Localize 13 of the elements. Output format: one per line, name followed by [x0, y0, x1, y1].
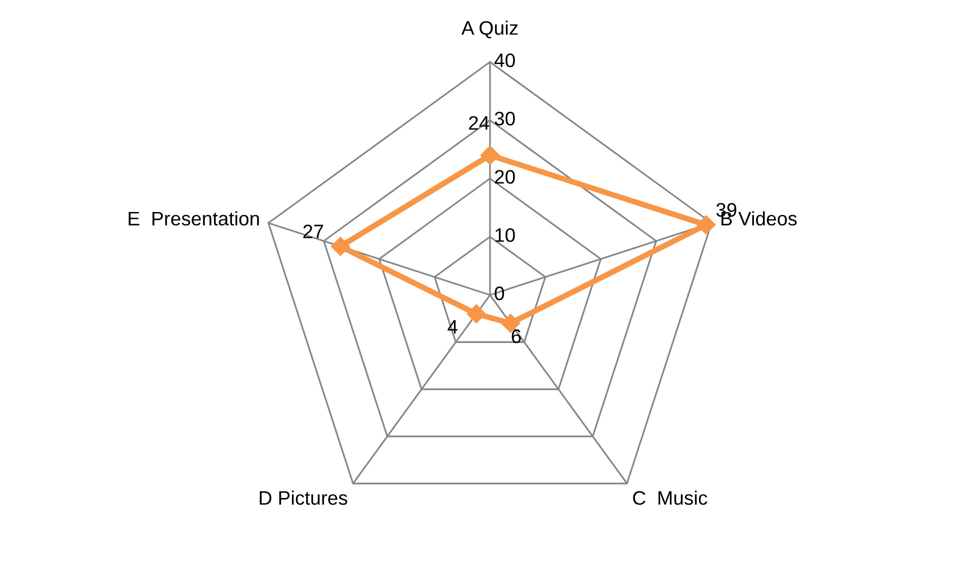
data-label: 27 — [303, 224, 324, 238]
y-tick-label: 10 — [495, 228, 515, 242]
y-tick-label: 40 — [494, 53, 515, 68]
data-label: 4 — [448, 320, 458, 334]
spoke-label: E Presentation — [128, 211, 259, 226]
spoke-label: C Music — [633, 490, 708, 505]
y-tick-label: 30 — [494, 112, 515, 126]
data-label: 6 — [512, 329, 521, 344]
y-tick-label: 20 — [494, 170, 515, 184]
spoke-label: D Pictures — [260, 490, 348, 505]
y-tick-label: 0 — [494, 286, 504, 300]
spoke-label: A Quiz — [461, 20, 518, 38]
data-label: 24 — [469, 116, 490, 130]
